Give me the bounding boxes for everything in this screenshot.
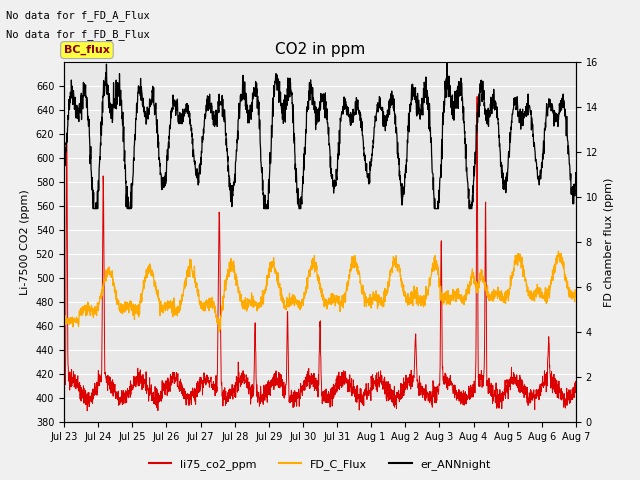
Text: No data for f_FD_A_Flux: No data for f_FD_A_Flux bbox=[6, 10, 150, 21]
Y-axis label: FD chamber flux (ppm): FD chamber flux (ppm) bbox=[604, 178, 614, 307]
Legend: li75_co2_ppm, FD_C_Flux, er_ANNnight: li75_co2_ppm, FD_C_Flux, er_ANNnight bbox=[145, 455, 495, 474]
Title: CO2 in ppm: CO2 in ppm bbox=[275, 42, 365, 57]
Y-axis label: Li-7500 CO2 (ppm): Li-7500 CO2 (ppm) bbox=[20, 190, 30, 295]
Text: No data for f_FD_B_Flux: No data for f_FD_B_Flux bbox=[6, 29, 150, 40]
Text: BC_flux: BC_flux bbox=[64, 45, 110, 55]
